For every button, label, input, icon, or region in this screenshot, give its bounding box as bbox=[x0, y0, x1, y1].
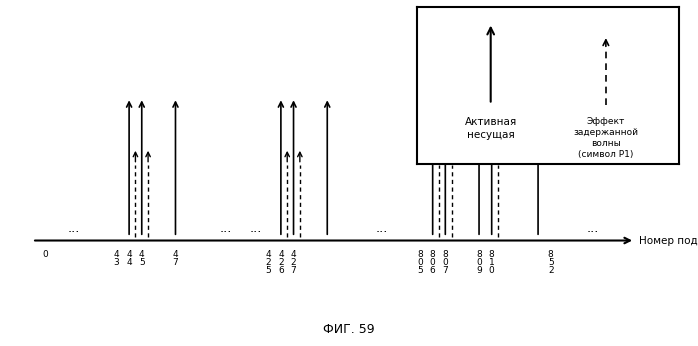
Text: 1: 1 bbox=[489, 258, 495, 267]
Text: 8: 8 bbox=[548, 250, 554, 259]
Text: 8: 8 bbox=[489, 250, 495, 259]
Text: ...: ... bbox=[249, 222, 262, 236]
Text: ...: ... bbox=[587, 222, 599, 236]
Text: 5: 5 bbox=[548, 258, 554, 267]
Text: 6: 6 bbox=[278, 266, 284, 275]
Text: 4: 4 bbox=[126, 250, 132, 259]
Text: 2: 2 bbox=[265, 258, 271, 267]
Text: 4: 4 bbox=[172, 250, 178, 259]
Text: 4: 4 bbox=[126, 258, 132, 267]
Text: 9: 9 bbox=[476, 266, 482, 275]
Text: 0: 0 bbox=[489, 266, 495, 275]
Text: 7: 7 bbox=[443, 266, 448, 275]
Text: 8: 8 bbox=[430, 250, 436, 259]
Text: 2: 2 bbox=[291, 258, 297, 267]
Text: 8: 8 bbox=[417, 250, 423, 259]
Text: 4: 4 bbox=[265, 250, 271, 259]
Text: 5: 5 bbox=[265, 266, 271, 275]
Text: 8: 8 bbox=[476, 250, 482, 259]
Text: 6: 6 bbox=[430, 266, 436, 275]
Text: ...: ... bbox=[376, 222, 388, 236]
Text: 7: 7 bbox=[290, 266, 297, 275]
Text: 5: 5 bbox=[417, 266, 423, 275]
Text: Эффект
задержанной
волны
(символ Р1): Эффект задержанной волны (символ Р1) bbox=[573, 117, 639, 160]
Text: 4: 4 bbox=[139, 250, 144, 259]
Text: 0: 0 bbox=[443, 258, 448, 267]
Text: 7: 7 bbox=[172, 258, 179, 267]
Text: 4: 4 bbox=[291, 250, 297, 259]
Text: 2: 2 bbox=[548, 266, 554, 275]
Text: 2: 2 bbox=[278, 258, 283, 267]
Text: 0: 0 bbox=[430, 258, 436, 267]
Text: ...: ... bbox=[68, 222, 80, 236]
Text: Активная
несущая: Активная несущая bbox=[465, 117, 517, 139]
Text: 0: 0 bbox=[476, 258, 482, 267]
Text: 8: 8 bbox=[443, 250, 448, 259]
Text: 4: 4 bbox=[114, 250, 119, 259]
Text: ...: ... bbox=[220, 222, 232, 236]
Text: 3: 3 bbox=[114, 258, 119, 267]
Text: 4: 4 bbox=[278, 250, 283, 259]
Text: 5: 5 bbox=[139, 258, 144, 267]
Text: Номер поднесущей: Номер поднесущей bbox=[639, 236, 698, 246]
Text: ФИГ. 59: ФИГ. 59 bbox=[323, 322, 375, 336]
Text: 0: 0 bbox=[42, 250, 47, 259]
Text: 0: 0 bbox=[417, 258, 423, 267]
